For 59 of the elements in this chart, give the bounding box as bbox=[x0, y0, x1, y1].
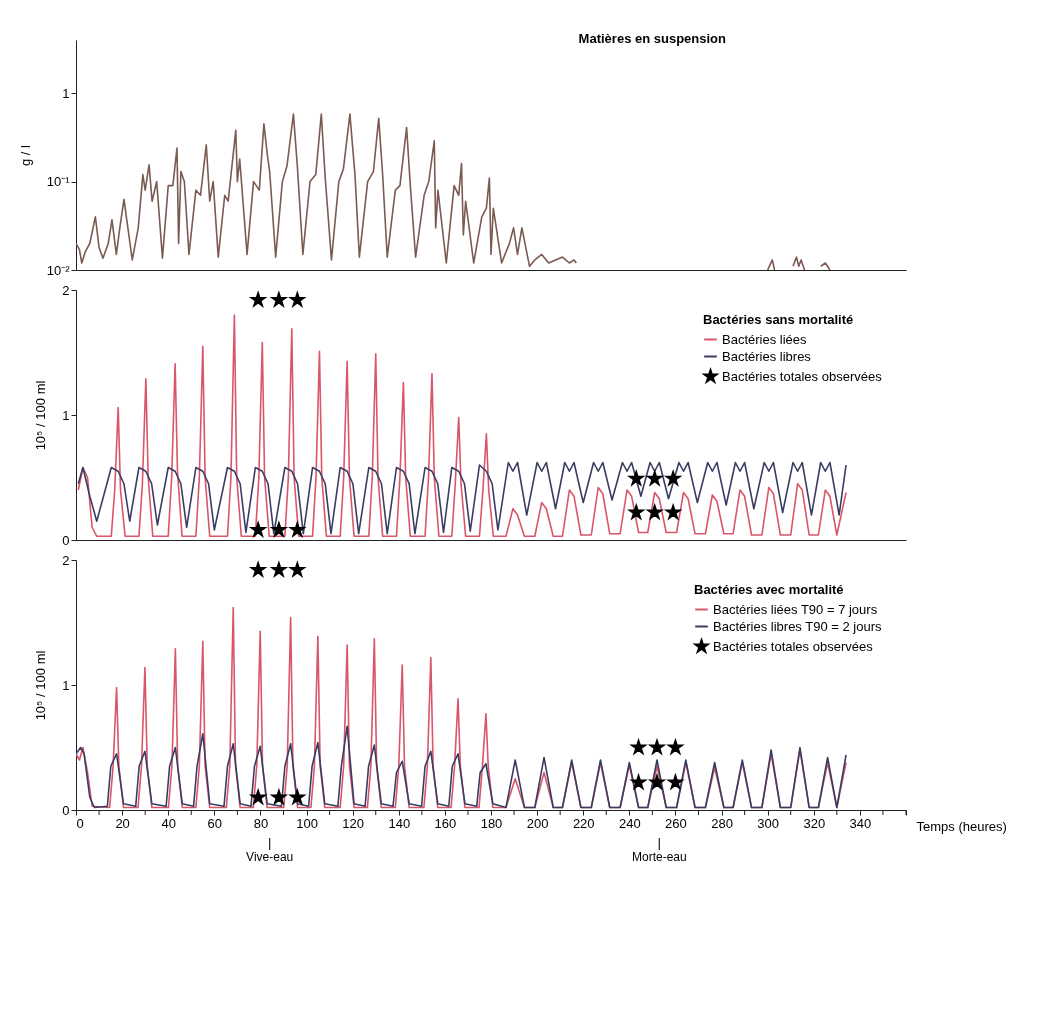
x-tick-label: 180 bbox=[480, 815, 503, 831]
x-axis-title: Temps (heures) bbox=[916, 818, 1007, 834]
point bbox=[627, 469, 646, 487]
point bbox=[649, 774, 665, 789]
y-tick-label: 1 bbox=[62, 407, 70, 423]
x-tick-label: 300 bbox=[757, 815, 780, 831]
ref-line-label: Morte-eau bbox=[631, 850, 687, 864]
legend-label: Bactéries liées bbox=[722, 331, 808, 347]
x-tick-label: 160 bbox=[434, 815, 457, 831]
legend-title: Bactéries avec mortalité bbox=[694, 582, 844, 597]
legend-label: Bactéries totales observées bbox=[722, 368, 883, 384]
legend-label: Bactéries liées T90 = 7 jours bbox=[713, 601, 878, 617]
y-tick-label: 2 bbox=[62, 552, 70, 568]
point bbox=[290, 789, 305, 804]
legend-title: Bactéries sans mortalité bbox=[703, 312, 854, 327]
point bbox=[269, 290, 288, 308]
point bbox=[668, 739, 683, 754]
y-tick-label: 2 bbox=[62, 282, 70, 298]
point bbox=[631, 774, 646, 789]
x-tick-label: 20 bbox=[115, 815, 130, 831]
ref-line-label: Vive-eau bbox=[246, 850, 294, 864]
x-tick-label: 40 bbox=[161, 815, 176, 831]
line-series bbox=[76, 725, 847, 809]
point bbox=[631, 739, 646, 754]
y-axis-title: 10⁵ / 100 ml bbox=[33, 380, 49, 451]
y-axis-title: g / l bbox=[17, 144, 33, 166]
x-tick-label: 80 bbox=[253, 815, 269, 831]
legend-label: Bactéries libres T90 = 2 jours bbox=[713, 618, 882, 634]
x-tick-label: 200 bbox=[526, 815, 549, 831]
legend-label: Bactéries totales observées bbox=[713, 638, 874, 654]
x-tick-label: 60 bbox=[207, 815, 223, 831]
point bbox=[249, 290, 268, 308]
x-tick-label: 260 bbox=[665, 815, 687, 831]
y-tick-label: 10⁻¹ bbox=[46, 174, 71, 190]
point bbox=[290, 562, 305, 577]
x-tick-label: 280 bbox=[711, 815, 733, 831]
x-tick-label: 240 bbox=[618, 815, 641, 831]
x-tick-label: 120 bbox=[342, 815, 365, 831]
y-tick-label: 10⁻² bbox=[46, 262, 71, 278]
point bbox=[627, 503, 646, 521]
x-tick-label: 320 bbox=[803, 815, 826, 831]
point bbox=[249, 520, 268, 538]
point bbox=[269, 520, 288, 538]
legend-label: Bactéries libres bbox=[722, 348, 812, 364]
chart-title: Matières en suspension bbox=[578, 31, 727, 46]
point bbox=[664, 503, 683, 521]
y-tick-label: 0 bbox=[62, 532, 70, 548]
y-tick-label: 1 bbox=[62, 677, 70, 693]
y-axis-title: 10⁵ / 100 ml bbox=[33, 650, 49, 721]
y-tick-label: 0 bbox=[62, 802, 70, 818]
x-tick-label: 100 bbox=[296, 815, 318, 831]
x-tick-label: 0 bbox=[76, 815, 84, 831]
point bbox=[668, 774, 683, 789]
x-tick-label: 340 bbox=[849, 815, 872, 831]
point bbox=[664, 469, 683, 487]
x-tick-label: 140 bbox=[388, 815, 411, 831]
y-tick-label: 1 bbox=[62, 85, 70, 101]
x-tick-label: 220 bbox=[572, 815, 595, 831]
point bbox=[649, 739, 665, 754]
